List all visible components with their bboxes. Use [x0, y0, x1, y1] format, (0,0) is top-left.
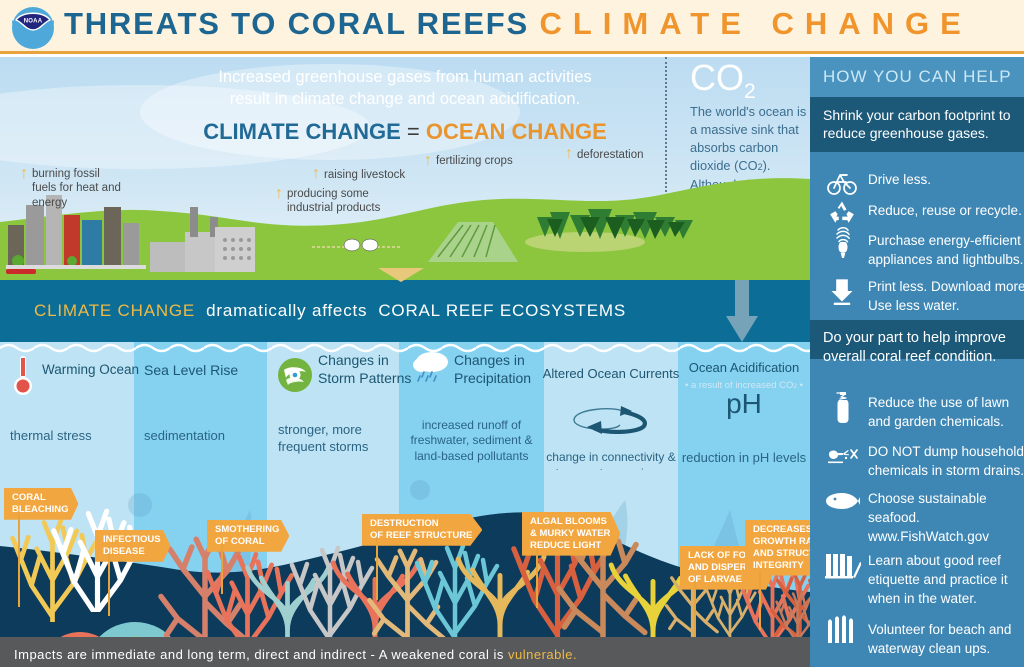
svg-text:NOAA: NOAA [24, 19, 43, 25]
